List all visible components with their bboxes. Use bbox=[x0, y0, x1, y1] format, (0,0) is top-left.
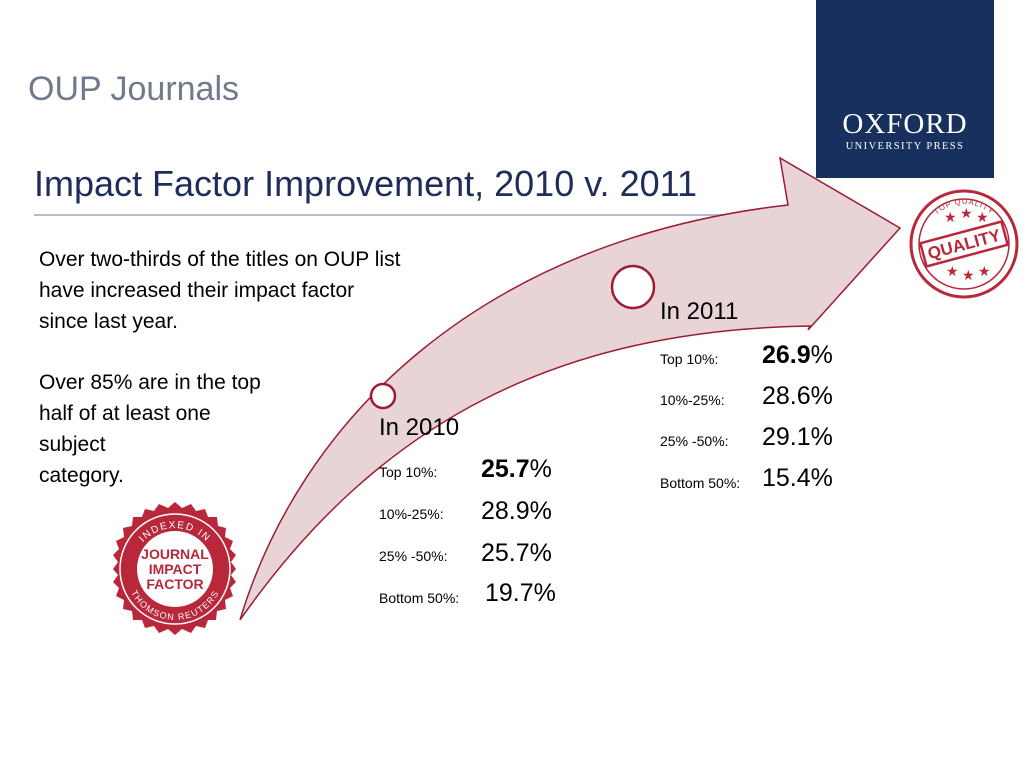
star-icon: ★ bbox=[976, 209, 989, 225]
row-value: 29.1% bbox=[762, 423, 833, 451]
row-value: 28.6% bbox=[762, 382, 833, 410]
badge-line-impact: IMPACT bbox=[149, 561, 202, 577]
paragraph-85-percent: Over 85% are in the top half of at least… bbox=[39, 367, 319, 491]
paragraph-line: category. bbox=[39, 464, 124, 487]
row-label: 25% -50%: bbox=[660, 433, 729, 449]
row-label: 10%-25%: bbox=[379, 506, 444, 522]
row-value: 15.4% bbox=[762, 464, 833, 492]
row-value: 26.9% bbox=[762, 341, 833, 369]
badge-line-factor: FACTOR bbox=[146, 576, 203, 592]
badge-line-journal: JOURNAL bbox=[141, 546, 209, 562]
star-icon: ★ bbox=[962, 267, 975, 283]
row-value: 25.7% bbox=[481, 539, 552, 567]
period-2011: In 2011 Top 10%: 26.9% 10%-25%: 28.6% 25… bbox=[660, 298, 880, 498]
title-divider bbox=[34, 214, 794, 216]
badge-center bbox=[137, 531, 213, 607]
paragraph-line: Over 85% are in the top bbox=[39, 371, 261, 394]
marker-2010-circle bbox=[369, 382, 397, 410]
row-label: Bottom 50%: bbox=[379, 590, 460, 606]
marker-2011-circle bbox=[610, 264, 656, 310]
star-icon: ★ bbox=[978, 263, 991, 279]
row-label: Bottom 50%: bbox=[660, 475, 741, 491]
oxford-logo: OXFORD UNIVERSITY PRESS bbox=[816, 0, 994, 178]
row-value: 25.7% bbox=[481, 455, 552, 483]
paragraph-line: since last year. bbox=[39, 310, 178, 333]
row-label: 10%-25%: bbox=[660, 392, 725, 408]
logo-subtitle: UNIVERSITY PRESS bbox=[845, 141, 965, 152]
row-label: Top 10%: bbox=[379, 464, 438, 480]
paragraph-line: half of at least one bbox=[39, 402, 211, 425]
stamp-label-box bbox=[918, 220, 1010, 268]
paragraph-line: have increased their impact factor bbox=[39, 279, 355, 302]
star-icon: ★ bbox=[946, 263, 959, 279]
paragraph-two-thirds: Over two-thirds of the titles on OUP lis… bbox=[39, 244, 489, 337]
period-title: In 2010 bbox=[379, 414, 460, 441]
paragraph-line: Over two-thirds of the titles on OUP lis… bbox=[39, 248, 401, 271]
arrow-body bbox=[239, 156, 902, 621]
row-label: Top 10%: bbox=[660, 351, 719, 367]
row-label: 25% -50%: bbox=[379, 548, 448, 564]
slide-title: Impact Factor Improvement, 2010 v. 2011 bbox=[34, 163, 697, 204]
star-icon: ★ bbox=[944, 209, 957, 225]
row-value: 19.7% bbox=[485, 579, 556, 607]
row-value: 28.9% bbox=[481, 497, 552, 525]
logo-name: OXFORD bbox=[842, 108, 968, 140]
stamp-inner-ring bbox=[918, 198, 1010, 290]
paragraph-line: subject bbox=[39, 433, 106, 456]
star-icon: ★ bbox=[960, 205, 973, 221]
period-title: In 2011 bbox=[660, 298, 739, 325]
journal-impact-factor-badge: INDEXED IN THOMSON REUTERS JOURNAL IMPAC… bbox=[113, 502, 236, 635]
quality-stamp: TOP QUALITY ★ ★ ★ ★ ★ ★ QUALITY bbox=[909, 189, 1019, 299]
period-2010: In 2010 Top 10%: 25.7% 10%-25%: 28.9% 25… bbox=[379, 414, 599, 614]
header-title: OUP Journals bbox=[28, 70, 240, 108]
